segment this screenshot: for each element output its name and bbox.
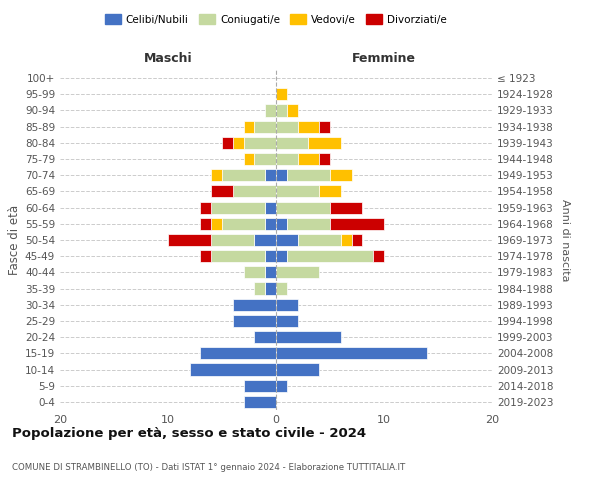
Bar bbox=[200, 250, 211, 262]
Bar bbox=[233, 137, 244, 149]
Bar bbox=[276, 331, 341, 343]
Bar bbox=[233, 315, 276, 327]
Bar bbox=[254, 153, 276, 165]
Bar bbox=[200, 218, 211, 230]
Bar bbox=[341, 234, 352, 246]
Bar bbox=[287, 104, 298, 117]
Bar bbox=[276, 282, 287, 294]
Bar bbox=[276, 298, 298, 311]
Bar bbox=[276, 104, 287, 117]
Bar bbox=[254, 282, 265, 294]
Bar bbox=[319, 120, 330, 132]
Bar bbox=[254, 331, 276, 343]
Bar bbox=[319, 186, 341, 198]
Bar bbox=[211, 186, 233, 198]
Bar bbox=[244, 153, 254, 165]
Bar bbox=[265, 282, 276, 294]
Bar bbox=[222, 137, 233, 149]
Bar bbox=[298, 120, 319, 132]
Bar bbox=[276, 250, 287, 262]
Bar bbox=[287, 169, 330, 181]
Bar bbox=[276, 88, 287, 101]
Bar bbox=[265, 250, 276, 262]
Text: COMUNE DI STRAMBINELLO (TO) - Dati ISTAT 1° gennaio 2024 - Elaborazione TUTTITAL: COMUNE DI STRAMBINELLO (TO) - Dati ISTAT… bbox=[12, 462, 405, 471]
Bar bbox=[287, 250, 373, 262]
Bar bbox=[330, 202, 362, 213]
Bar bbox=[190, 364, 276, 376]
Bar bbox=[200, 202, 211, 213]
Bar bbox=[276, 202, 330, 213]
Bar bbox=[265, 218, 276, 230]
Bar bbox=[211, 169, 222, 181]
Bar bbox=[244, 120, 254, 132]
Bar bbox=[373, 250, 384, 262]
Bar bbox=[211, 218, 222, 230]
Bar bbox=[233, 298, 276, 311]
Text: Popolazione per età, sesso e stato civile - 2024: Popolazione per età, sesso e stato civil… bbox=[12, 428, 366, 440]
Bar bbox=[276, 266, 319, 278]
Bar bbox=[287, 218, 330, 230]
Bar bbox=[308, 137, 341, 149]
Bar bbox=[276, 315, 298, 327]
Bar bbox=[276, 348, 427, 360]
Bar bbox=[276, 153, 298, 165]
Bar bbox=[211, 234, 254, 246]
Y-axis label: Fasce di età: Fasce di età bbox=[8, 205, 21, 275]
Bar bbox=[265, 169, 276, 181]
Bar bbox=[276, 169, 287, 181]
Bar bbox=[254, 120, 276, 132]
Y-axis label: Anni di nascita: Anni di nascita bbox=[560, 198, 570, 281]
Bar bbox=[200, 348, 276, 360]
Bar bbox=[276, 380, 287, 392]
Bar bbox=[265, 202, 276, 213]
Text: Maschi: Maschi bbox=[143, 52, 193, 65]
Bar bbox=[276, 218, 287, 230]
Bar bbox=[222, 218, 265, 230]
Bar bbox=[244, 137, 276, 149]
Bar bbox=[276, 234, 298, 246]
Bar bbox=[276, 137, 308, 149]
Bar bbox=[276, 120, 298, 132]
Bar bbox=[244, 266, 265, 278]
Bar bbox=[352, 234, 362, 246]
Bar bbox=[254, 234, 276, 246]
Bar bbox=[244, 396, 276, 408]
Bar bbox=[330, 169, 352, 181]
Bar bbox=[211, 250, 265, 262]
Bar bbox=[244, 380, 276, 392]
Bar bbox=[298, 234, 341, 246]
Bar bbox=[265, 266, 276, 278]
Legend: Celibi/Nubili, Coniugati/e, Vedovi/e, Divorziati/e: Celibi/Nubili, Coniugati/e, Vedovi/e, Di… bbox=[101, 10, 451, 29]
Bar bbox=[276, 364, 319, 376]
Text: Femmine: Femmine bbox=[352, 52, 416, 65]
Bar bbox=[330, 218, 384, 230]
Bar bbox=[222, 169, 265, 181]
Bar bbox=[319, 153, 330, 165]
Bar bbox=[298, 153, 319, 165]
Bar bbox=[233, 186, 276, 198]
Bar bbox=[276, 186, 319, 198]
Bar bbox=[168, 234, 211, 246]
Bar bbox=[265, 104, 276, 117]
Bar bbox=[211, 202, 265, 213]
